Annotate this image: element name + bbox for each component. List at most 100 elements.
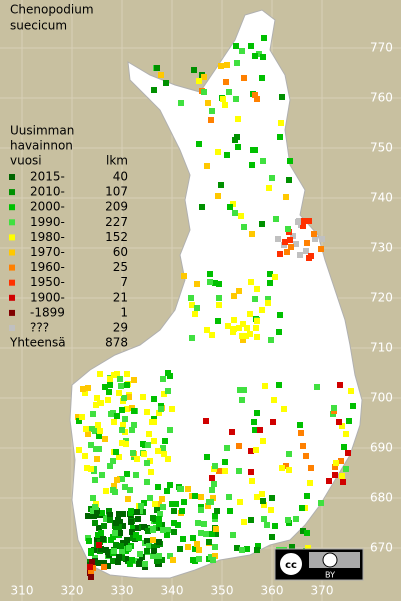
axis-label: 730 <box>370 241 393 255</box>
occurrence <box>181 273 187 279</box>
occurrence <box>259 491 265 497</box>
occurrence <box>207 271 213 277</box>
occurrence <box>319 236 325 242</box>
occurrence <box>284 249 290 255</box>
occurrence <box>204 454 210 460</box>
occurrence <box>303 453 309 459</box>
occurrence <box>158 72 164 78</box>
occurrence <box>85 431 91 437</box>
occurrence <box>300 528 306 534</box>
occurrence <box>145 442 151 448</box>
occurrence <box>252 53 258 59</box>
occurrence <box>198 530 204 536</box>
occurrence <box>304 530 310 536</box>
occurrence <box>150 553 156 559</box>
occurrence <box>331 405 337 411</box>
occurrence <box>236 468 242 474</box>
occurrence <box>107 376 113 382</box>
occurrence <box>243 333 249 339</box>
axis-label: 740 <box>370 191 393 205</box>
occurrence <box>113 449 119 455</box>
occurrence <box>135 525 141 531</box>
occurrence <box>260 158 266 164</box>
occurrence <box>85 385 91 391</box>
occurrence <box>267 280 273 286</box>
occurrence <box>205 100 211 106</box>
occurrence <box>290 233 296 239</box>
occurrence <box>162 438 168 444</box>
occurrence <box>346 418 352 424</box>
occurrence <box>131 408 137 414</box>
occurrence <box>116 511 122 517</box>
occurrence <box>92 428 98 434</box>
occurrence <box>124 371 130 377</box>
occurrence <box>225 323 231 329</box>
occurrence <box>82 453 88 459</box>
occurrence <box>269 175 275 181</box>
occurrence <box>120 422 126 428</box>
legend-count: 40 <box>113 170 128 184</box>
occurrence <box>87 564 93 570</box>
occurrence <box>151 438 157 444</box>
occurrence <box>296 218 302 224</box>
occurrence <box>238 213 244 219</box>
occurrence <box>224 152 230 158</box>
occurrence <box>96 525 102 531</box>
occurrence <box>216 302 222 308</box>
occurrence <box>283 194 289 200</box>
occurrence <box>102 436 108 442</box>
occurrence <box>224 62 230 68</box>
occurrence <box>254 410 260 416</box>
occurrence <box>79 414 85 420</box>
occurrence <box>267 271 273 277</box>
occurrence <box>192 311 198 317</box>
occurrence <box>276 382 282 388</box>
occurrence <box>212 544 218 550</box>
occurrence <box>144 538 150 544</box>
occurrence <box>110 487 116 493</box>
occurrence <box>248 469 254 475</box>
occurrence <box>203 531 209 537</box>
occurrence <box>116 554 122 560</box>
occurrence <box>125 496 131 502</box>
occurrence <box>340 479 346 485</box>
occurrence <box>195 520 201 526</box>
occurrence <box>237 499 243 505</box>
occurrence <box>203 418 209 424</box>
occurrence <box>111 372 117 378</box>
occurrence <box>299 505 305 511</box>
occurrence <box>100 536 106 542</box>
occurrence <box>293 516 299 522</box>
occurrence <box>146 431 152 437</box>
occurrence <box>286 451 292 457</box>
occurrence <box>131 422 137 428</box>
occurrence <box>268 507 274 513</box>
legend-label: 2010- <box>30 185 65 199</box>
occurrence <box>209 332 215 338</box>
occurrence <box>277 312 283 318</box>
legend-count: 60 <box>113 245 128 259</box>
occurrence <box>276 329 282 335</box>
occurrence <box>164 532 170 538</box>
occurrence <box>120 523 126 529</box>
occurrence <box>213 531 219 537</box>
occurrence <box>308 465 314 471</box>
occurrence <box>231 317 237 323</box>
occurrence <box>119 407 125 413</box>
occurrence <box>326 478 332 484</box>
occurrence <box>99 472 105 478</box>
occurrence <box>134 456 140 462</box>
occurrence <box>189 335 195 341</box>
occurrence <box>312 236 318 242</box>
occurrence <box>138 503 144 509</box>
occurrence <box>311 231 317 237</box>
occurrence <box>99 510 105 516</box>
occurrence <box>164 488 170 494</box>
legend-count: 21 <box>113 290 128 304</box>
occurrence <box>129 427 135 433</box>
occurrence <box>314 384 320 390</box>
occurrence <box>230 329 236 335</box>
occurrence <box>123 441 129 447</box>
occurrence <box>122 416 128 422</box>
occurrence <box>105 397 111 403</box>
